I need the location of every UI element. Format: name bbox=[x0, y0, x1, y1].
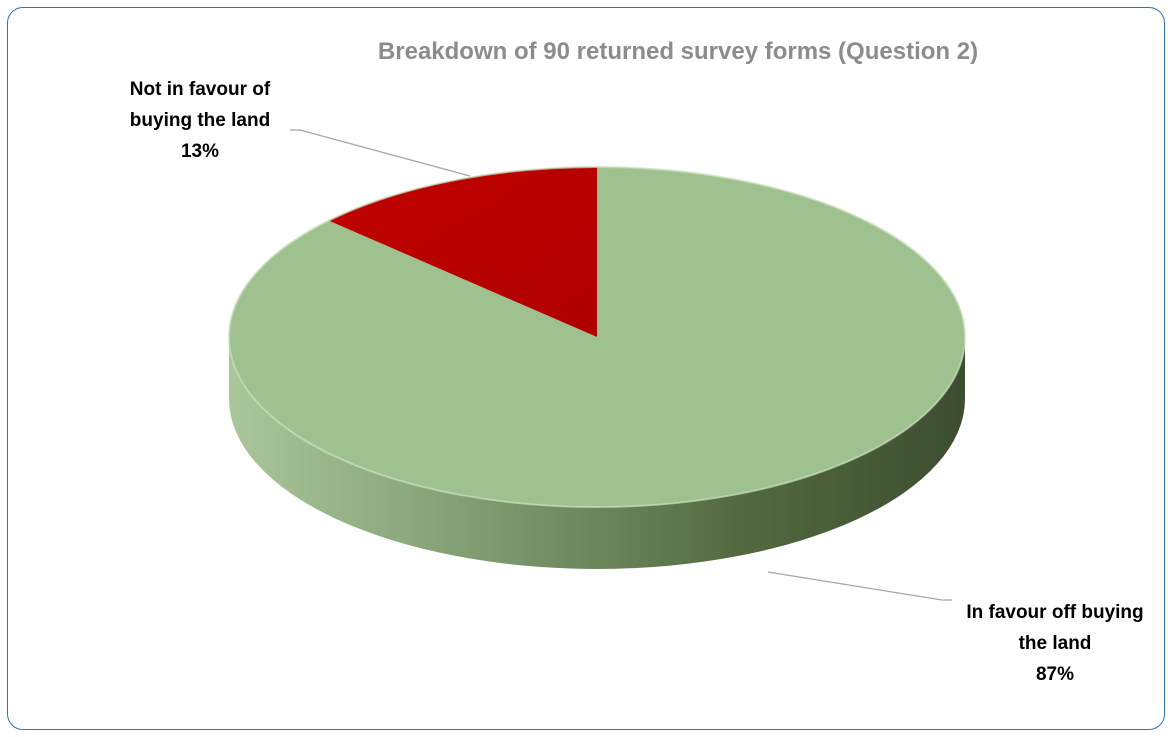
leader-line-2 bbox=[290, 129, 471, 177]
chart-title: Breakdown of 90 returned survey forms (Q… bbox=[377, 38, 979, 65]
slice-label-1: the land bbox=[1019, 633, 1092, 654]
leader-line-1 bbox=[767, 571, 952, 601]
slice-label-2: Not in favour of bbox=[130, 79, 271, 100]
pie-slice-2 bbox=[328, 167, 597, 337]
slice-label-2: buying the land bbox=[130, 110, 270, 131]
pie-slice-1 bbox=[228, 167, 965, 507]
slice-label-1: In favour off buying bbox=[966, 602, 1143, 623]
pie-side-wall bbox=[229, 337, 965, 569]
slice-percent-label-1: 87% bbox=[1036, 664, 1074, 685]
pie-rim bbox=[228, 166, 966, 508]
slice-percent-label-2: 13% bbox=[181, 141, 219, 162]
